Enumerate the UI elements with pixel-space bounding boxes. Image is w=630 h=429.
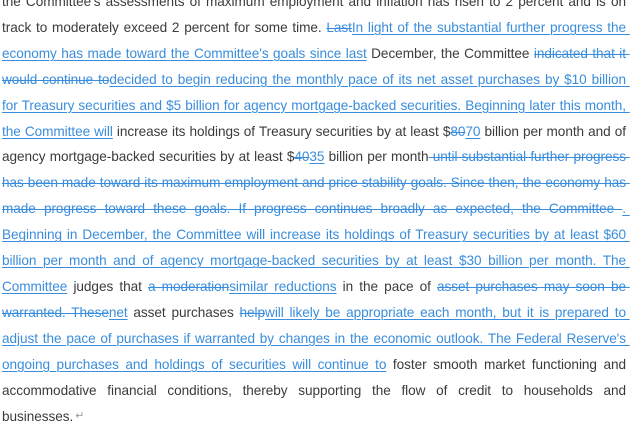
paragraph-return-icon: ↵ <box>75 409 85 422</box>
insertion-run[interactable]: net <box>108 304 128 320</box>
insertion-run[interactable]: 35 <box>309 149 325 165</box>
deletion-run[interactable]: indicated that it would continue to <box>2 45 630 87</box>
unchanged-run: December, the Committee <box>366 45 534 61</box>
insertion-run[interactable]: decided to begin reducing the monthly pa… <box>2 71 630 139</box>
insertion-run[interactable]: In light of the substantial further prog… <box>2 19 630 61</box>
unchanged-run: judges that <box>67 278 148 294</box>
unchanged-run: billion per month <box>324 149 429 165</box>
deletion-run[interactable]: a moderation <box>148 278 230 294</box>
deletion-run[interactable]: until substantial further progress has b… <box>2 149 630 217</box>
unchanged-run: asset purchases <box>127 304 240 320</box>
deletion-run[interactable]: 80 <box>450 123 466 139</box>
unchanged-run: in the pace of <box>336 278 438 294</box>
unchanged-run: billion per month and of agency mortgage… <box>2 123 630 165</box>
unchanged-run: the Committee's assessments of maximum e… <box>2 0 630 35</box>
insertion-run[interactable]: will likely be appropriate each month, b… <box>2 304 630 372</box>
deletion-run[interactable]: help <box>239 304 266 320</box>
insertion-run[interactable]: . Beginning in December, the Committee w… <box>2 201 630 294</box>
unchanged-run: increase its holdings of Treasury securi… <box>112 123 451 139</box>
deletion-run[interactable]: 40 <box>294 149 310 165</box>
insertion-run[interactable]: similar reductions <box>229 278 337 294</box>
deletion-run[interactable]: Last <box>326 19 352 35</box>
deletion-run[interactable]: asset purchases may soon be warranted. T… <box>2 278 630 320</box>
insertion-run[interactable]: 70 <box>465 123 481 139</box>
